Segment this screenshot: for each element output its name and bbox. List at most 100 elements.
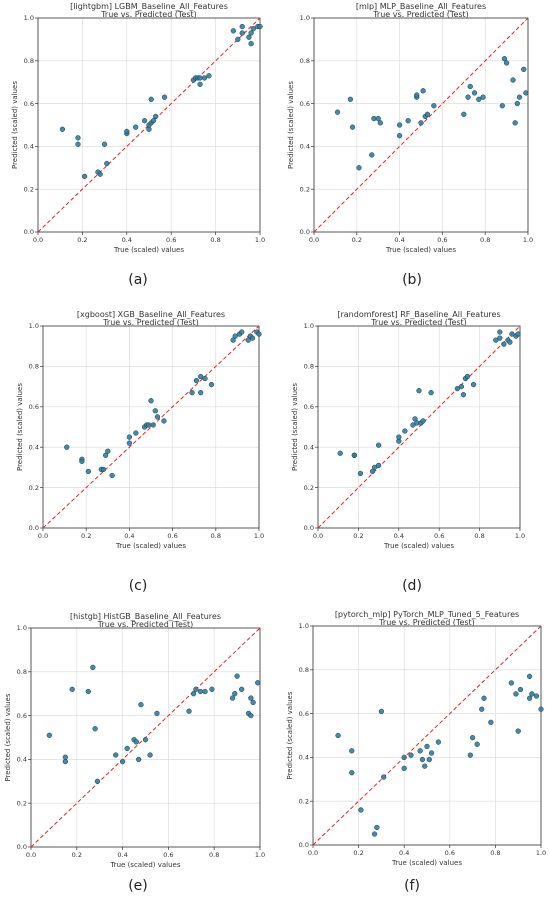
chart-title: [mlp] MLP_Baseline_All_Features <box>356 2 486 11</box>
data-point <box>232 333 238 339</box>
data-point <box>189 390 195 396</box>
x-tick-label: 0.4 <box>394 532 404 540</box>
data-point <box>239 686 245 692</box>
data-point <box>202 688 208 695</box>
y-axis-label: Predicted (scaled) values <box>286 691 294 779</box>
chart-title: [xgboost] XGB_Baseline_All_Features <box>77 310 225 319</box>
data-point <box>75 141 81 147</box>
data-point <box>351 452 358 458</box>
data-point <box>133 739 139 745</box>
data-point <box>150 422 156 428</box>
x-tick-label: 0.8 <box>210 236 220 244</box>
data-point <box>79 458 85 464</box>
y-tick-label: 1.0 <box>300 14 310 22</box>
data-point <box>471 90 478 96</box>
data-point <box>124 128 130 135</box>
data-point <box>101 141 108 147</box>
data-point <box>148 398 154 404</box>
data-point <box>501 56 508 62</box>
data-point <box>250 699 256 706</box>
x-axis-label: True (scaled) values <box>385 246 456 254</box>
data-point <box>515 331 521 337</box>
data-point <box>90 664 96 671</box>
data-point <box>197 81 203 87</box>
reference-line <box>42 325 260 529</box>
data-point <box>515 728 521 734</box>
data-point <box>526 673 533 680</box>
caption-b: (b) <box>402 272 422 288</box>
data-point <box>521 66 527 73</box>
data-point <box>356 165 362 171</box>
data-point <box>416 387 422 394</box>
y-tick-label: 1.0 <box>304 322 314 330</box>
chart-subtitle: True vs. Predicted (Test) <box>102 318 199 327</box>
data-point <box>62 754 68 760</box>
x-tick-label: 0.4 <box>117 851 127 859</box>
y-tick-label: 1.0 <box>24 14 34 22</box>
x-axis-label: True (scaled) values <box>115 542 186 550</box>
data-point <box>467 752 473 758</box>
data-point <box>119 758 126 765</box>
caption-f: (f) <box>404 878 420 894</box>
x-tick-label: 0.8 <box>211 532 221 540</box>
data-point <box>458 383 465 390</box>
data-point <box>124 745 130 752</box>
caption-d: (d) <box>402 578 422 594</box>
y-tick-label: 0.8 <box>24 57 34 65</box>
data-point <box>154 710 160 717</box>
y-tick-label: 0.6 <box>29 403 39 411</box>
data-point <box>405 118 411 124</box>
data-point <box>81 173 88 180</box>
data-point <box>420 88 426 94</box>
data-point <box>428 390 434 396</box>
y-tick-label: 0.4 <box>299 754 309 762</box>
data-point <box>249 335 256 341</box>
x-tick-label: 0.4 <box>394 236 404 244</box>
data-point <box>133 430 139 436</box>
data-point <box>474 741 480 747</box>
y-tick-label: 0.4 <box>17 756 27 764</box>
data-point <box>64 444 70 450</box>
data-point <box>501 341 507 347</box>
plot-frame <box>313 17 529 233</box>
y-tick-label: 0.2 <box>300 185 310 193</box>
x-tick-label: 1.0 <box>255 851 265 859</box>
x-tick-label: 0.4 <box>122 236 132 244</box>
x-tick-label: 0.4 <box>124 532 134 540</box>
data-point <box>349 124 356 130</box>
data-point <box>402 428 408 434</box>
y-tick-label: 0.6 <box>24 100 34 108</box>
data-point <box>85 468 92 475</box>
data-point <box>476 96 482 102</box>
y-tick-label: 0.2 <box>304 484 314 492</box>
data-point <box>161 418 167 424</box>
caption-c: (c) <box>128 578 148 594</box>
data-point <box>109 472 115 479</box>
data-point <box>461 111 467 117</box>
x-tick-label: 0.2 <box>353 532 363 540</box>
y-tick-label: 0.6 <box>300 100 310 108</box>
data-point <box>371 831 378 837</box>
data-point <box>229 695 236 701</box>
data-point <box>408 752 414 758</box>
plot-frame <box>37 17 261 233</box>
data-point <box>248 41 254 47</box>
data-point <box>75 135 81 141</box>
x-tick-label: 0.8 <box>474 532 484 540</box>
data-point <box>245 337 251 343</box>
x-axis-label: True (scaled) values <box>113 246 184 254</box>
x-tick-label: 0.0 <box>38 532 48 540</box>
data-point <box>526 695 533 701</box>
data-point <box>85 688 91 695</box>
data-point <box>246 34 252 40</box>
chart-subtitle: True vs. Predicted (Test) <box>97 620 194 629</box>
data-point <box>126 440 133 446</box>
data-point <box>514 100 520 107</box>
reference-line <box>312 625 542 846</box>
data-point <box>235 36 241 43</box>
y-tick-label: 1.0 <box>299 622 309 630</box>
data-point <box>193 686 199 692</box>
data-point <box>250 26 256 32</box>
x-tick-label: 0.8 <box>480 236 490 244</box>
